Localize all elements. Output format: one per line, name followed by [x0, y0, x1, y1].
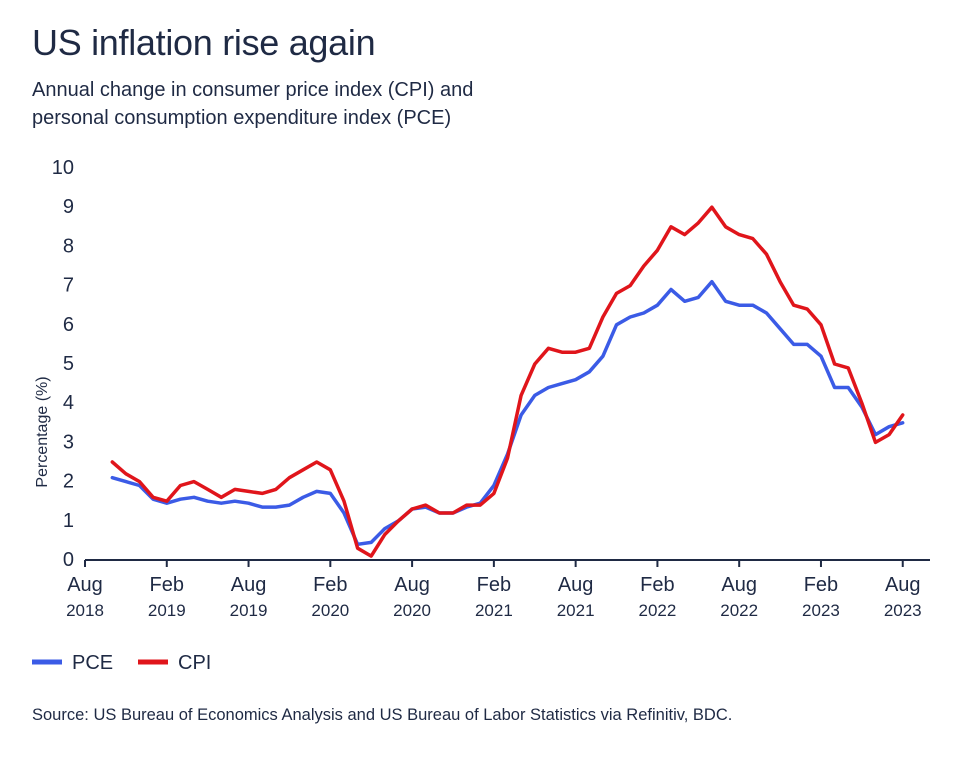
legend-label-pce: PCE: [72, 652, 113, 674]
x-tick-month: Feb: [150, 574, 184, 596]
source-note: Source: US Bureau of Economics Analysis …: [32, 706, 733, 724]
y-tick-label: 0: [63, 549, 74, 571]
y-tick-label: 8: [63, 235, 74, 257]
x-tick-year: 2019: [148, 601, 186, 620]
x-tick-month: Aug: [885, 574, 921, 596]
x-tick-year: 2023: [802, 601, 840, 620]
x-tick-month: Aug: [558, 574, 594, 596]
x-tick-month: Feb: [477, 574, 511, 596]
subtitle-line-1: Annual change in consumer price index (C…: [32, 79, 474, 101]
y-tick-label: 4: [63, 392, 74, 414]
x-tick-month: Aug: [231, 574, 267, 596]
subtitle-line-2: personal consumption expenditure index (…: [32, 107, 452, 129]
y-tick-label: 1: [63, 510, 74, 532]
series-line-pce: [110, 279, 905, 547]
x-tick-year: 2022: [639, 601, 677, 620]
x-tick-year: 2019: [230, 601, 268, 620]
y-axis-label: Percentage (%): [34, 376, 51, 487]
x-tick-year: 2023: [884, 601, 922, 620]
y-tick-label: 2: [63, 471, 74, 493]
chart-subtitle: Annual change in consumer price index (C…: [32, 76, 652, 132]
x-tick-year: 2020: [393, 601, 431, 620]
x-tick-year: 2018: [66, 601, 104, 620]
x-tick-month: Feb: [313, 574, 347, 596]
x-tick-month: Feb: [640, 574, 674, 596]
x-tick-year: 2022: [720, 601, 758, 620]
x-tick-year: 2021: [475, 601, 513, 620]
x-tick-month: Aug: [67, 574, 103, 596]
line-chart: 0 1 2 3 4 5 6 7 8 9 10 Percentage (%) Aug 2018 Feb 20…: [32, 157, 930, 674]
x-tick-year: 2020: [311, 601, 349, 620]
x-tick-month: Feb: [804, 574, 838, 596]
y-tick-label: 6: [63, 314, 74, 336]
y-tick-label: 10: [52, 157, 74, 179]
series-line-cpi: [110, 205, 905, 558]
x-axis-ticks: Aug 2018 Feb 2019 Aug 2019 Feb 2020 Aug 2020 Feb 20…: [66, 560, 922, 620]
y-axis-ticks: 0 1 2 3 4 5 6 7 8 9 10: [52, 157, 74, 571]
legend: PCE CPI: [32, 652, 211, 674]
x-tick-month: Aug: [721, 574, 757, 596]
series-layer: [110, 205, 905, 558]
legend-label-cpi: CPI: [178, 652, 211, 674]
y-tick-label: 7: [63, 275, 74, 297]
chart-title: US inflation rise again: [32, 22, 376, 63]
x-tick-month: Aug: [394, 574, 430, 596]
x-tick-year: 2021: [557, 601, 595, 620]
y-tick-label: 3: [63, 431, 74, 453]
y-tick-label: 5: [63, 353, 74, 375]
y-tick-label: 9: [63, 196, 74, 218]
